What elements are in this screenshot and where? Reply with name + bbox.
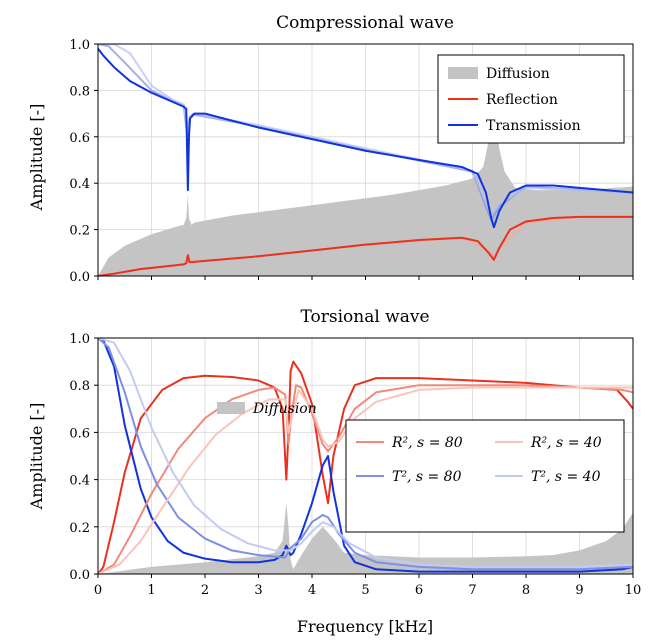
legend-label: Diffusion	[486, 66, 550, 82]
series-group	[98, 44, 633, 276]
plot-area: 0.0 0.2 0.4 0.6 0.8 1.0 0 1 2 3 4 5 6 7 8 9 10 Diffusion R…	[69, 332, 641, 598]
series-line	[98, 386, 633, 574]
chart-title: Torsional wave	[300, 307, 429, 327]
legend-label: T², s = 40	[531, 469, 601, 485]
x-tick-label: 7	[468, 583, 476, 598]
legend-label: Transmission	[486, 118, 581, 134]
y-tick-label: 0.2	[69, 521, 90, 536]
x-axis-label: Frequency [kHz]	[297, 617, 433, 636]
plot-area: 0.0 0.2 0.4 0.6 0.8 1.0 Diffusion Reflection Tra…	[69, 38, 634, 285]
x-tick-label: 4	[308, 583, 316, 598]
legend-box	[345, 419, 625, 533]
x-tick-label: 3	[254, 583, 262, 598]
x-tick-label: 9	[575, 583, 583, 598]
torsional-wave-panel: Torsional wave Amplitude [-] Frequency […	[27, 307, 641, 636]
y-tick-label: 1.0	[69, 332, 90, 347]
x-tick-label: 10	[625, 583, 642, 598]
x-tick-label: 2	[201, 583, 209, 598]
y-tick-label: 0.8	[69, 379, 90, 394]
x-tick-label: 5	[361, 583, 369, 598]
legend-label: Diffusion	[252, 401, 317, 417]
y-tick-label: 0.6	[69, 426, 90, 441]
y-tick-label: 0.8	[69, 84, 90, 99]
y-axis-label: Amplitude [-]	[27, 104, 46, 212]
series-line	[98, 360, 633, 574]
y-tick-label: 0.0	[69, 270, 90, 285]
series-line	[98, 384, 633, 574]
series-line	[98, 338, 633, 568]
y-tick-label: 0.2	[69, 224, 90, 239]
legend-swatch	[217, 402, 245, 414]
y-tick-label: 0.4	[69, 474, 90, 489]
x-tick-label: 6	[415, 583, 423, 598]
legend-label: Reflection	[486, 92, 558, 108]
y-tick-label: 0.0	[69, 568, 90, 583]
series-group	[98, 338, 633, 574]
y-tick-label: 0.6	[69, 131, 90, 146]
y-axis-label: Amplitude [-]	[27, 403, 46, 511]
chart-title: Compressional wave	[276, 13, 454, 33]
series-diffusion	[98, 115, 633, 276]
compressional-wave-panel: Compressional wave Amplitude [-] 0.00.20…	[27, 13, 634, 285]
x-tick-label: 1	[147, 583, 155, 598]
legend-swatch	[448, 67, 478, 79]
series-line	[98, 48, 633, 229]
series-line	[98, 338, 633, 573]
x-tick-label: 8	[522, 583, 530, 598]
legend-label: R², s = 80	[391, 435, 463, 451]
series-line	[98, 338, 633, 571]
y-tick-label: 1.0	[69, 38, 90, 53]
series-line	[98, 215, 633, 276]
y-tick-label: 0.4	[69, 177, 90, 192]
legend-label: T², s = 80	[392, 469, 462, 485]
x-tick-label: 0	[94, 583, 102, 598]
legend-label: R², s = 40	[530, 435, 602, 451]
